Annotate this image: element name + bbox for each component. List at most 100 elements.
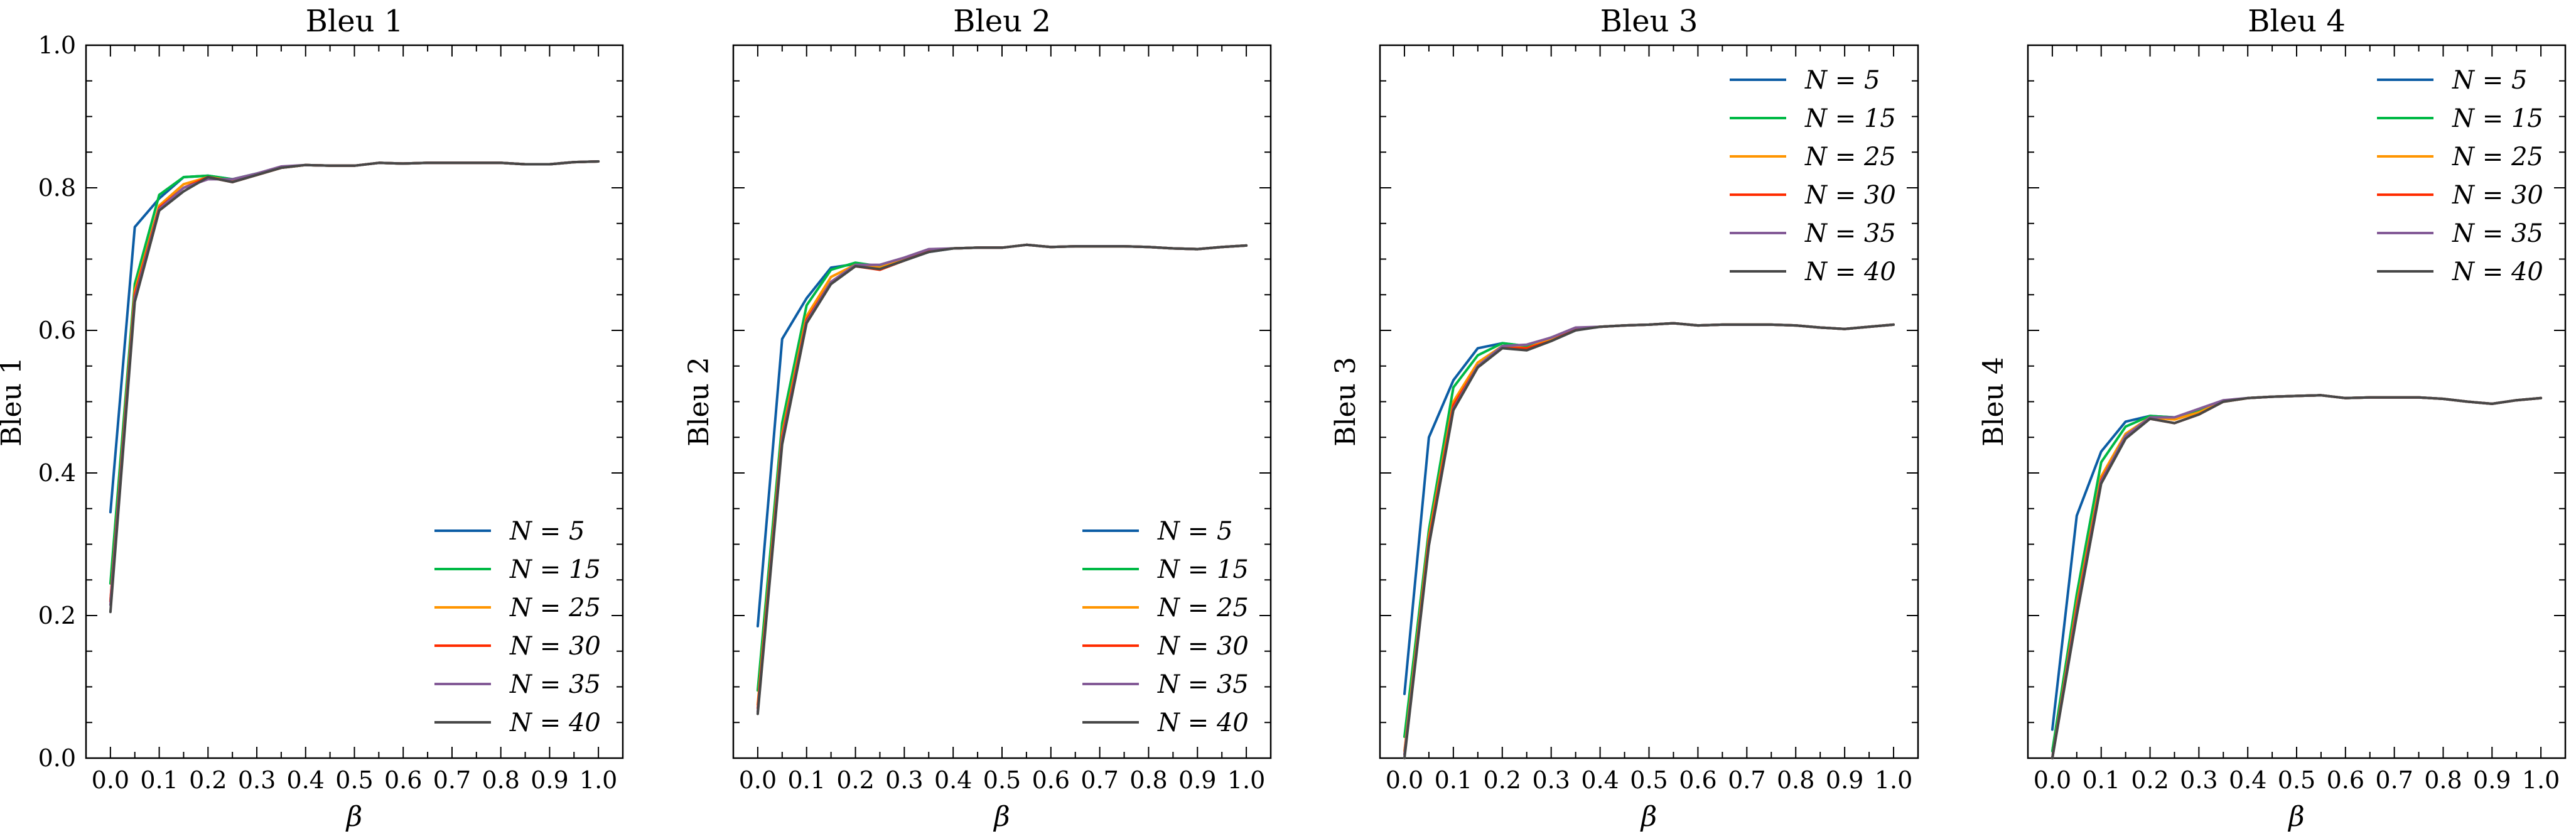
data-point	[854, 261, 857, 264]
x-tick-label: 0.5	[983, 766, 1021, 794]
series-5	[1403, 322, 1895, 756]
legend-entry: N = 15	[509, 555, 601, 584]
data-point	[878, 264, 881, 266]
data-point	[329, 165, 331, 167]
data-point	[2271, 396, 2273, 398]
x-tick-label: 1.0	[579, 766, 617, 794]
data-point	[2369, 396, 2371, 399]
data-point	[1624, 324, 1626, 327]
legend-entry: N = 15	[1157, 555, 1249, 584]
data-point	[1074, 245, 1077, 247]
data-point	[806, 322, 808, 325]
series-line	[1403, 322, 1895, 756]
data-point	[1403, 757, 1406, 759]
data-point	[854, 265, 857, 268]
chart-title: Bleu 4	[2248, 4, 2346, 39]
data-point	[524, 163, 527, 166]
data-point	[2442, 398, 2444, 400]
data-point	[1172, 247, 1174, 249]
x-tick-label: 0.8	[1129, 766, 1167, 794]
data-point	[1428, 436, 1430, 438]
legend-entry: N = 35	[2452, 219, 2543, 248]
data-point	[2125, 438, 2127, 440]
series-6	[2051, 394, 2543, 759]
data-point	[2173, 422, 2175, 425]
data-point	[2491, 403, 2493, 405]
data-point	[1501, 347, 1504, 349]
x-tick-label: 0.9	[531, 766, 568, 794]
x-tick-label: 0.9	[1826, 766, 1863, 794]
data-point	[426, 161, 429, 164]
series-6	[1403, 322, 1895, 759]
data-point	[781, 443, 784, 446]
x-axis-label: β	[345, 801, 362, 833]
data-point	[500, 161, 502, 164]
series-4	[1403, 322, 1895, 756]
data-point	[1501, 342, 1504, 344]
legend-entry: N = 40	[1157, 708, 1249, 737]
data-point	[1221, 246, 1223, 248]
x-tick-label: 0.7	[1728, 766, 1765, 794]
x-tick-label: 0.2	[189, 766, 227, 794]
data-point	[1403, 693, 1406, 695]
x-tick-label: 0.9	[2473, 766, 2511, 794]
x-tick-label: 0.4	[2229, 766, 2266, 794]
data-point	[231, 178, 234, 180]
y-axis-label: Bleu 1	[0, 357, 28, 447]
series-3	[2051, 394, 2543, 759]
data-point	[830, 276, 833, 278]
data-point	[548, 163, 551, 166]
series-2	[756, 243, 1248, 692]
data-point	[109, 611, 112, 613]
x-tick-label: 0.5	[335, 766, 373, 794]
x-tick-label: 0.6	[1032, 766, 1070, 794]
chart-title: Bleu 2	[953, 4, 1051, 39]
data-point	[2173, 416, 2175, 418]
x-tick-label: 0.6	[2327, 766, 2364, 794]
chart-title: Bleu 1	[306, 4, 404, 39]
x-axis-label: β	[2287, 801, 2304, 833]
series-1	[109, 160, 600, 514]
series-1	[2051, 394, 2543, 731]
x-tick-label: 0.4	[1581, 766, 1619, 794]
x-tick-label: 0.7	[2375, 766, 2413, 794]
x-tick-label: 0.0	[92, 766, 129, 794]
series-1	[1403, 322, 1895, 695]
x-tick-label: 0.0	[2034, 766, 2071, 794]
x-tick-label: 0.0	[1386, 766, 1423, 794]
data-point	[927, 248, 930, 251]
legend-entry: N = 25	[509, 594, 601, 622]
data-point	[573, 161, 575, 163]
x-tick-label: 0.1	[140, 766, 178, 794]
data-point	[952, 247, 954, 249]
series-line	[1403, 322, 1895, 756]
x-tick-label: 0.3	[1532, 766, 1570, 794]
data-point	[182, 190, 185, 193]
data-point	[2076, 514, 2078, 517]
data-point	[1550, 340, 1553, 342]
legend-entry: N = 5	[509, 517, 585, 546]
x-tick-label: 0.0	[739, 766, 777, 794]
data-point	[182, 176, 185, 178]
legend-entry: N = 30	[1157, 632, 1249, 661]
data-point	[2515, 399, 2518, 401]
data-point	[475, 161, 478, 164]
legend-entry: N = 5	[1804, 66, 1880, 95]
series-line	[2051, 394, 2543, 759]
data-point	[1245, 244, 1248, 247]
data-point	[231, 181, 234, 183]
x-axis-label: β	[1640, 801, 1657, 833]
data-point	[1648, 323, 1651, 326]
legend: N = 5 N = 15 N = 25 N = 30 N = 35 N = 40	[2377, 66, 2543, 286]
data-point	[2466, 401, 2469, 403]
data-point	[878, 268, 881, 270]
data-point	[2197, 408, 2200, 410]
series-line	[109, 160, 600, 614]
chart-title: Bleu 3	[1600, 4, 1698, 39]
series-2	[2051, 394, 2543, 752]
data-point	[1526, 349, 1528, 352]
series-line	[756, 243, 1248, 715]
data-point	[903, 256, 905, 259]
x-tick-label: 0.1	[1435, 766, 1472, 794]
